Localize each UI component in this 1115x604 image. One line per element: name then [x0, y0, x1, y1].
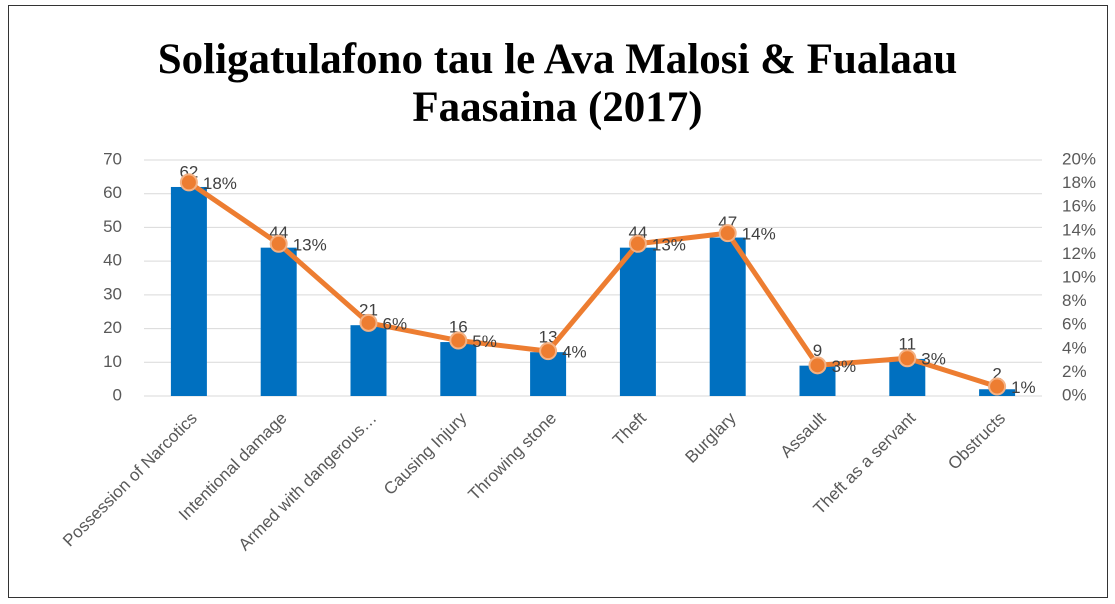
line-value-label: 13%	[652, 235, 686, 254]
y2-tick-label: 10%	[1062, 267, 1096, 286]
x-tick-label: Burglary	[681, 408, 740, 467]
bar	[709, 237, 746, 396]
y-tick-label: 40	[103, 251, 122, 270]
line-marker	[449, 331, 468, 350]
y2-tick-label: 20%	[1062, 149, 1096, 168]
bar	[350, 325, 387, 396]
x-tick-label: Theft	[609, 408, 650, 449]
line-value-label: 14%	[742, 225, 776, 244]
x-tick-label: Obstructs	[944, 409, 1009, 474]
line-marker	[628, 234, 647, 253]
line-marker	[359, 313, 378, 332]
y-tick-label: 0	[113, 385, 122, 404]
line-value-label: 3%	[921, 350, 946, 369]
line-marker	[539, 342, 558, 361]
bar	[260, 247, 297, 396]
line-value-label: 4%	[562, 343, 587, 362]
line-value-label: 18%	[203, 174, 237, 193]
bar-value-label: 21	[359, 301, 378, 320]
y2-tick-label: 12%	[1062, 244, 1096, 263]
y-tick-label: 60	[103, 183, 122, 202]
x-tick-label: Causing Injury	[380, 408, 471, 499]
chart-title: Soligatulafono tau le Ava Malosi & Fuala…	[157, 36, 958, 131]
y-tick-label: 70	[103, 149, 122, 168]
line	[187, 180, 998, 389]
y-tick-label: 30	[103, 284, 122, 303]
y2-tick-label: 0%	[1062, 385, 1087, 404]
line-marker	[718, 224, 737, 243]
y2-tick-label: 8%	[1062, 291, 1087, 310]
y2-tick-label: 18%	[1062, 173, 1096, 192]
y2-tick-label: 14%	[1062, 220, 1096, 239]
line-value-label: 1%	[1011, 378, 1036, 397]
line-marker	[898, 349, 917, 368]
line-value-label: 13%	[293, 235, 327, 254]
chart-frame	[8, 5, 1108, 598]
bar	[619, 247, 656, 396]
line-marker	[179, 173, 198, 192]
y2-tick-label: 4%	[1062, 338, 1087, 357]
x-tick-label: Assault	[777, 408, 830, 461]
x-tick-label: Throwing stone	[464, 409, 560, 505]
line-value-label: 6%	[383, 314, 408, 333]
line-marker	[988, 377, 1007, 396]
bar	[440, 342, 477, 396]
bar	[170, 186, 207, 396]
bar-value-label: 11	[898, 334, 916, 353]
y2-tick-label: 16%	[1062, 197, 1096, 216]
bar-value-label: 9	[813, 341, 822, 360]
y-tick-label: 20	[103, 318, 122, 337]
y2-tick-label: 6%	[1062, 315, 1087, 334]
bar-value-label: 16	[449, 318, 468, 337]
line-value-label: 5%	[472, 332, 497, 351]
line-marker	[269, 234, 288, 253]
y-tick-label: 10	[103, 352, 122, 371]
line-marker	[808, 356, 827, 375]
x-tick-label: Possession of Narcotics	[59, 409, 201, 551]
line-value-label: 3%	[832, 357, 857, 376]
y2-tick-label: 2%	[1062, 362, 1087, 381]
y-tick-label: 50	[103, 217, 122, 236]
bar-value-label: 2	[992, 365, 1001, 384]
